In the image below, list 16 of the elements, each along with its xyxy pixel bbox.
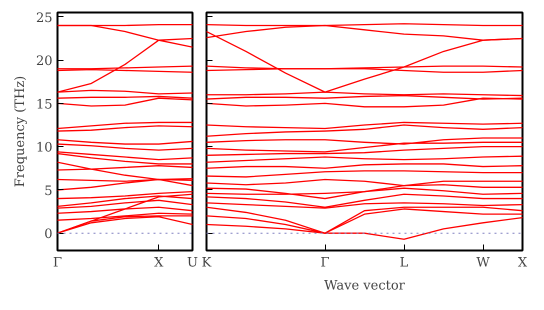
y-tick-label: 25 [36,10,53,26]
x-tick-label: X [518,256,528,270]
x-tick-label: L [400,256,409,270]
x-tick-label: Γ [52,256,62,270]
y-tick-label: 0 [44,227,53,242]
x-tick-label: Γ [320,256,330,270]
y-tick-label: 5 [44,184,53,199]
x-axis-title: Wave vector [324,278,406,294]
y-tick-label: 10 [36,140,53,156]
x-tick-label: X [154,256,164,270]
y-axis-title: Frequency (THz) [12,76,28,188]
x-tick-label: U [187,256,198,270]
y-tick-label: 15 [36,97,53,112]
y-tick-label: 20 [36,54,53,70]
x-tick-label: W [476,256,490,270]
x-tick-label: K [202,256,212,270]
